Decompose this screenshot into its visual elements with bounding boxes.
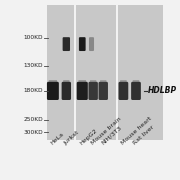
FancyBboxPatch shape [79,37,86,51]
FancyBboxPatch shape [78,80,86,86]
FancyBboxPatch shape [100,80,106,86]
FancyBboxPatch shape [131,82,141,100]
FancyBboxPatch shape [133,80,139,86]
Bar [47,5,74,140]
FancyBboxPatch shape [119,82,128,100]
Text: 300KD: 300KD [23,130,43,135]
FancyBboxPatch shape [63,80,69,86]
Text: HDLBP: HDLBP [147,86,177,95]
FancyBboxPatch shape [63,37,70,51]
FancyBboxPatch shape [99,82,108,100]
FancyBboxPatch shape [89,37,94,51]
Text: 250KD: 250KD [23,117,43,122]
FancyBboxPatch shape [89,82,98,100]
Text: 180KD: 180KD [23,88,43,93]
Bar [118,5,163,140]
FancyBboxPatch shape [90,80,96,86]
Text: Jurkat: Jurkat [63,130,80,146]
Text: NIH/3T3: NIH/3T3 [100,125,122,146]
Bar [116,5,118,140]
FancyBboxPatch shape [77,82,88,100]
Bar [74,5,76,140]
Text: 130KD: 130KD [23,63,43,68]
Bar [76,5,116,140]
Text: Mouse heart: Mouse heart [120,116,153,146]
FancyBboxPatch shape [62,82,71,100]
Text: 100KD: 100KD [23,35,43,40]
FancyBboxPatch shape [49,80,57,86]
FancyBboxPatch shape [120,80,127,86]
FancyBboxPatch shape [47,82,59,100]
Text: Rat liver: Rat liver [133,125,156,146]
Text: Mouse brain: Mouse brain [90,116,122,146]
Text: HepG2: HepG2 [79,128,98,146]
Text: HeLa: HeLa [50,131,65,146]
